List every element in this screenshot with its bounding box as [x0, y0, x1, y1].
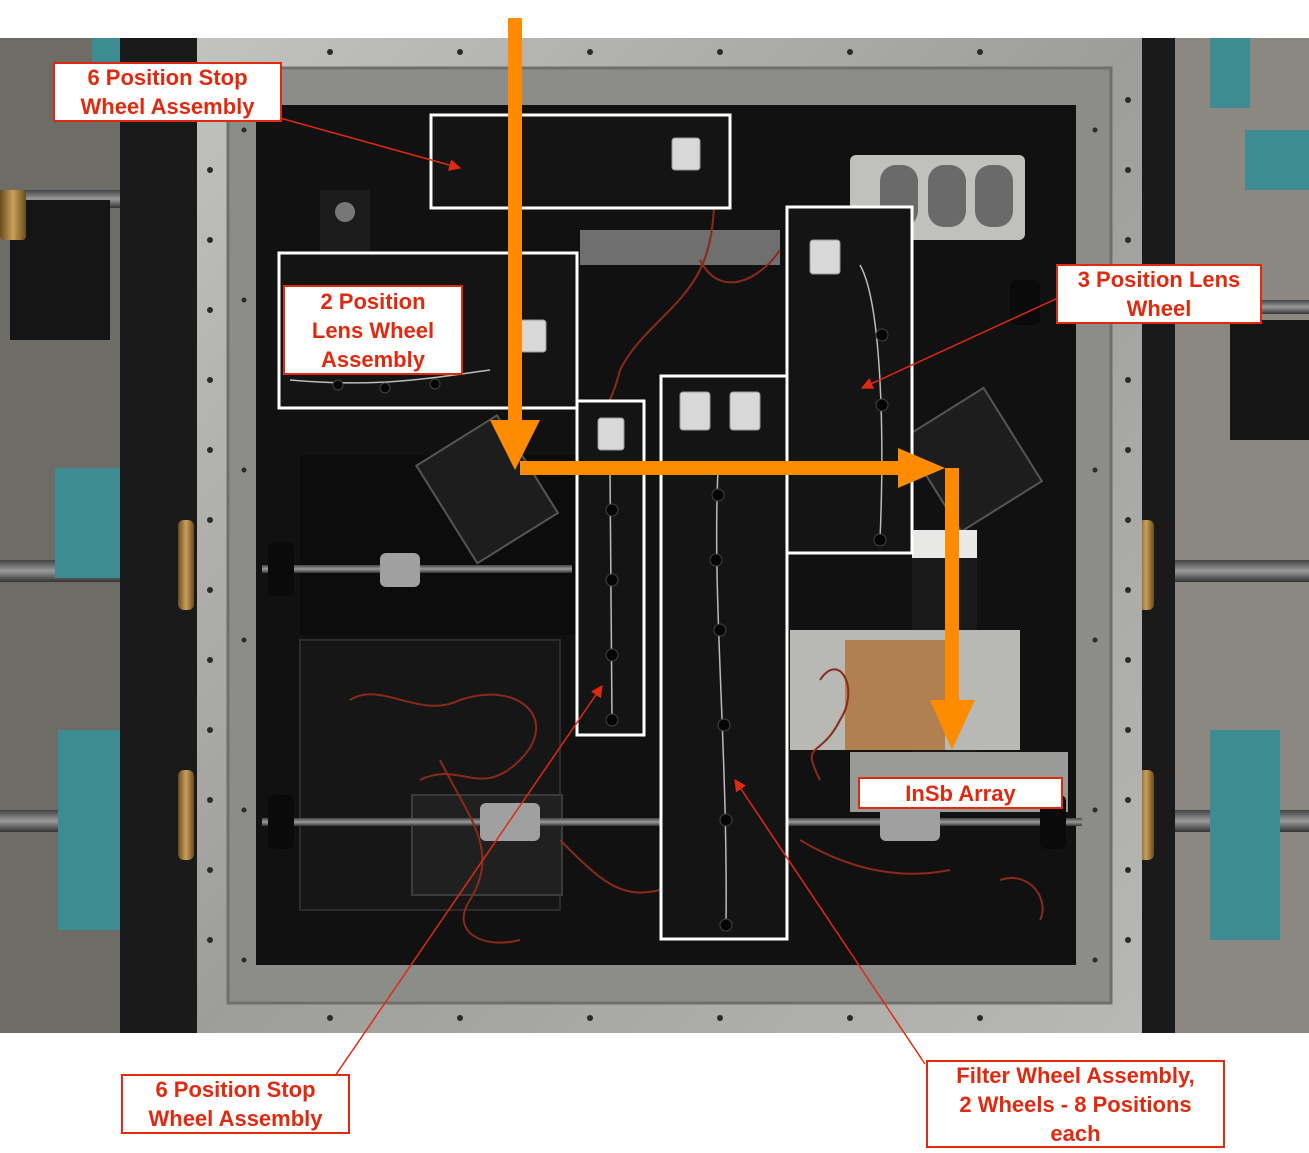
leader-stop-wheel-bottom [334, 685, 603, 1077]
label-lens-wheel-3pos: 3 Position Lens Wheel [1056, 264, 1262, 324]
highlight-stop-wheel-bottom [575, 399, 646, 737]
beam-vertical-entry [508, 18, 522, 428]
label-stop-wheel-bottom: 6 Position Stop Wheel Assembly [121, 1074, 350, 1134]
leader-filter-wheel [734, 779, 926, 1065]
beam-entry-arrowhead [490, 420, 540, 470]
label-insb-array-line1: InSb Array [905, 780, 1016, 806]
bead-chains [289, 264, 889, 932]
label-filter-wheel-line3: each [1050, 1120, 1101, 1146]
connectors [519, 137, 841, 451]
leader-lens-wheel-3pos [860, 297, 1059, 389]
label-lens-wheel-2pos-line1: 2 Position [320, 288, 426, 314]
teal-clamps [55, 38, 1309, 940]
label-filter-wheel-line1: Filter Wheel Assembly, [956, 1062, 1195, 1088]
leader-stop-wheel-top [279, 117, 462, 171]
label-stop-wheel-top-line1: 6 Position Stop [87, 65, 248, 90]
label-insb-array: InSb Array [858, 777, 1063, 809]
label-lens-wheel-3pos-line1: 3 Position Lens [1077, 267, 1241, 292]
beam-horizontal [520, 461, 905, 475]
frame-screws [207, 49, 1131, 1021]
highlight-boxes [277, 113, 914, 941]
beam-exit-arrowhead [930, 700, 975, 750]
label-lens-wheel-2pos-line2: Lens Wheel [311, 317, 435, 343]
beam-vertical-exit [945, 468, 959, 708]
beam-horizontal-arrowhead [898, 448, 945, 488]
label-stop-wheel-top: 6 Position Stop Wheel Assembly [53, 62, 282, 122]
label-lens-wheel-3pos-line2: Wheel [1126, 296, 1192, 321]
label-stop-wheel-top-line2: Wheel Assembly [80, 94, 255, 119]
lens-wheel-3pos-housing [789, 208, 911, 552]
label-stop-wheel-bottom-line2: Wheel Assembly [148, 1106, 323, 1131]
label-stop-wheel-bottom-line1: 6 Position Stop [155, 1077, 316, 1102]
leader-lines [279, 117, 1059, 1077]
highlight-stop-wheel-top [429, 113, 732, 210]
highlight-filter-wheel [659, 374, 789, 941]
highlight-lens-wheel-2pos [277, 251, 579, 410]
label-filter-wheel: Filter Wheel Assembly, 2 Wheels - 8 Posi… [926, 1060, 1225, 1148]
label-lens-wheel-2pos: 2 Position Lens Wheel Assembly [283, 285, 463, 375]
label-lens-wheel-2pos-line3: Assembly [321, 346, 425, 372]
beam-path-arrows [490, 18, 975, 750]
label-filter-wheel-line2: 2 Wheels - 8 Positions [959, 1091, 1192, 1117]
